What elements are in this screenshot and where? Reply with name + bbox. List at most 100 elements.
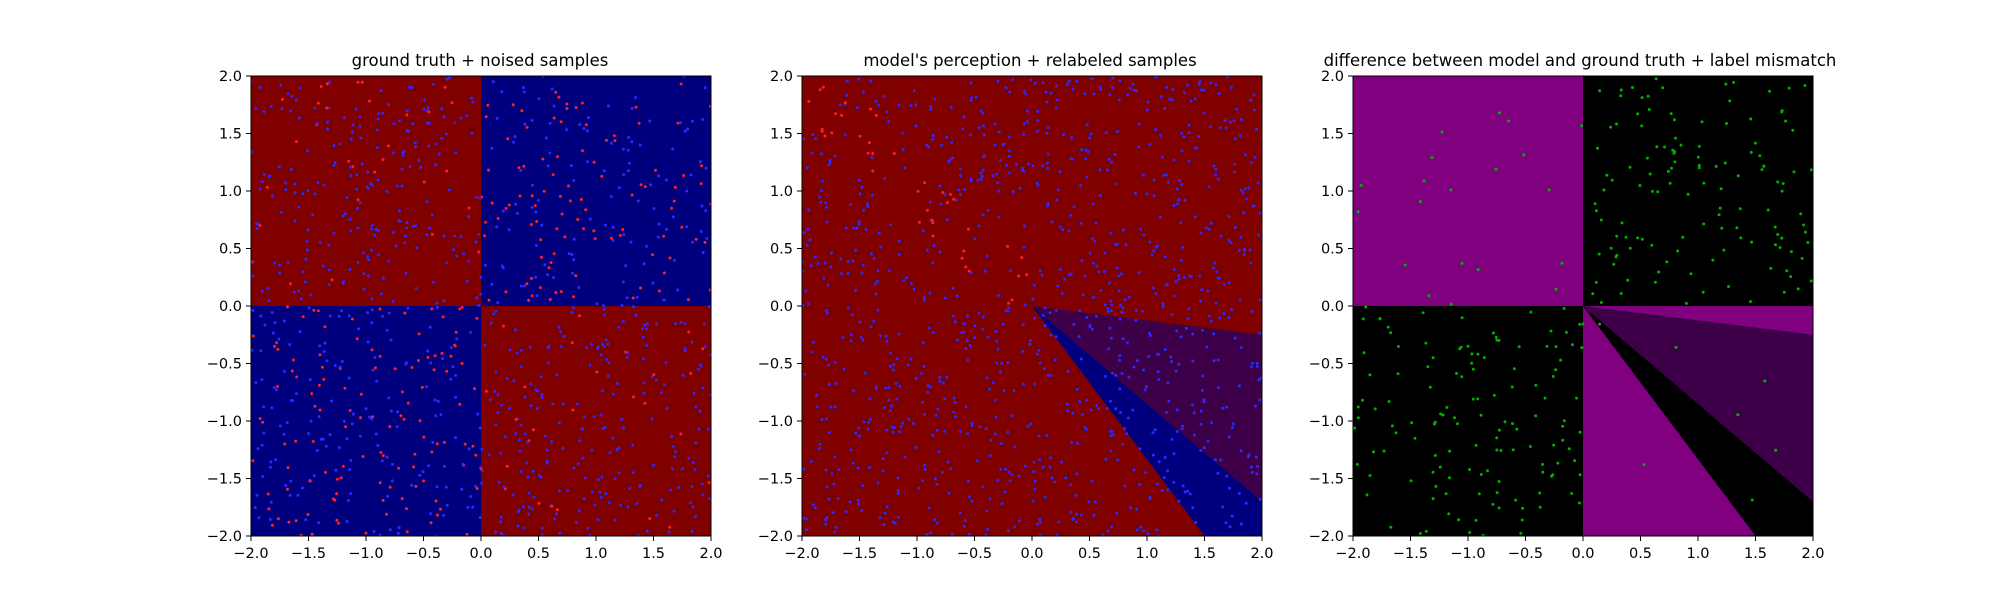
- sample-point: [576, 462, 580, 466]
- sample-point: [672, 509, 676, 513]
- sample-point: [868, 466, 872, 469]
- sample-point: [925, 248, 929, 252]
- sample-point: [545, 461, 549, 465]
- y-tick-label: −0.5: [758, 357, 793, 373]
- sample-point: [628, 487, 632, 490]
- sample-point: [529, 382, 533, 386]
- sample-point: [1065, 402, 1069, 406]
- sample-point: [889, 351, 893, 355]
- sample-point: [903, 455, 907, 459]
- sample-point: [926, 390, 930, 394]
- sample-point: [507, 203, 511, 207]
- sample-point: [322, 350, 326, 353]
- sample-point: [560, 212, 564, 216]
- x-tick-label: −2.0: [233, 546, 268, 562]
- sample-point: [875, 279, 879, 283]
- sample-point: [667, 530, 671, 534]
- sample-point: [1187, 159, 1191, 163]
- sample-point: [806, 227, 810, 231]
- sample-point: [332, 163, 336, 167]
- sample-point: [461, 462, 465, 466]
- sample-point: [1237, 491, 1241, 495]
- sample-point: [652, 207, 656, 210]
- sample-point: [1110, 303, 1114, 307]
- sample-point: [699, 230, 703, 234]
- sample-point: [874, 385, 878, 389]
- sample-point: [1610, 178, 1614, 182]
- sample-point: [676, 288, 680, 292]
- sample-point: [998, 370, 1002, 374]
- sample-point: [267, 299, 271, 303]
- sample-point: [1148, 334, 1152, 337]
- sample-point: [1486, 469, 1489, 473]
- sample-point: [1017, 474, 1021, 478]
- sample-point: [812, 340, 815, 344]
- sample-point: [1004, 86, 1008, 90]
- plot-area: [802, 76, 1262, 536]
- sample-point: [1497, 338, 1501, 342]
- sample-point: [508, 406, 511, 410]
- sample-point: [1117, 98, 1121, 102]
- sample-point: [1448, 449, 1452, 453]
- sample-point: [887, 386, 891, 390]
- sample-point: [1135, 528, 1139, 532]
- sample-point: [535, 220, 539, 223]
- sample-point: [1529, 310, 1533, 314]
- sample-point: [1010, 414, 1014, 418]
- sample-point: [943, 429, 947, 433]
- sample-point: [434, 499, 438, 503]
- sample-point: [1106, 168, 1109, 172]
- sample-point: [578, 123, 582, 126]
- sample-point: [608, 501, 612, 505]
- sample-point: [397, 219, 401, 223]
- sample-point: [600, 475, 604, 479]
- sample-point: [376, 253, 380, 257]
- sample-point: [1217, 92, 1221, 95]
- sample-point: [1673, 160, 1677, 164]
- sample-point: [267, 507, 271, 511]
- sample-point: [380, 292, 383, 296]
- sample-point: [1062, 133, 1066, 137]
- sample-point: [1138, 483, 1142, 486]
- sample-point: [1460, 316, 1464, 320]
- sample-point: [276, 517, 280, 521]
- sample-point: [1431, 497, 1435, 501]
- sample-point: [385, 190, 389, 194]
- sample-point: [595, 302, 599, 306]
- x-tick-label: 2.0: [699, 546, 722, 562]
- sample-point: [700, 482, 704, 486]
- sample-point: [251, 334, 255, 338]
- sample-point: [1538, 491, 1542, 495]
- y-tick-label: 1.5: [770, 127, 793, 143]
- sample-point: [555, 508, 559, 512]
- sample-point: [839, 257, 843, 261]
- sample-point: [1109, 336, 1113, 340]
- sample-point: [268, 465, 272, 469]
- sample-point: [458, 402, 462, 406]
- sample-point: [262, 431, 266, 435]
- sample-point: [1439, 412, 1443, 416]
- sample-point: [1256, 465, 1260, 468]
- sample-point: [962, 330, 966, 334]
- sample-point: [930, 218, 934, 222]
- sample-point: [861, 264, 865, 267]
- sample-point: [405, 113, 409, 117]
- sample-point: [1026, 109, 1029, 113]
- sample-point: [1223, 119, 1227, 123]
- sample-point: [375, 128, 379, 132]
- sample-point: [953, 400, 957, 404]
- sample-point: [1175, 430, 1179, 433]
- sample-point: [703, 86, 707, 90]
- sample-point: [1069, 510, 1073, 514]
- sample-point: [292, 358, 295, 362]
- sample-point: [691, 461, 695, 465]
- sample-point: [1711, 258, 1715, 262]
- sample-point: [434, 414, 438, 418]
- sample-point: [603, 425, 607, 429]
- sample-point: [806, 166, 809, 170]
- sample-point: [1619, 94, 1623, 98]
- sample-point: [1005, 163, 1008, 167]
- sample-point: [985, 376, 989, 380]
- sample-point: [1055, 98, 1059, 102]
- sample-point: [1017, 274, 1021, 278]
